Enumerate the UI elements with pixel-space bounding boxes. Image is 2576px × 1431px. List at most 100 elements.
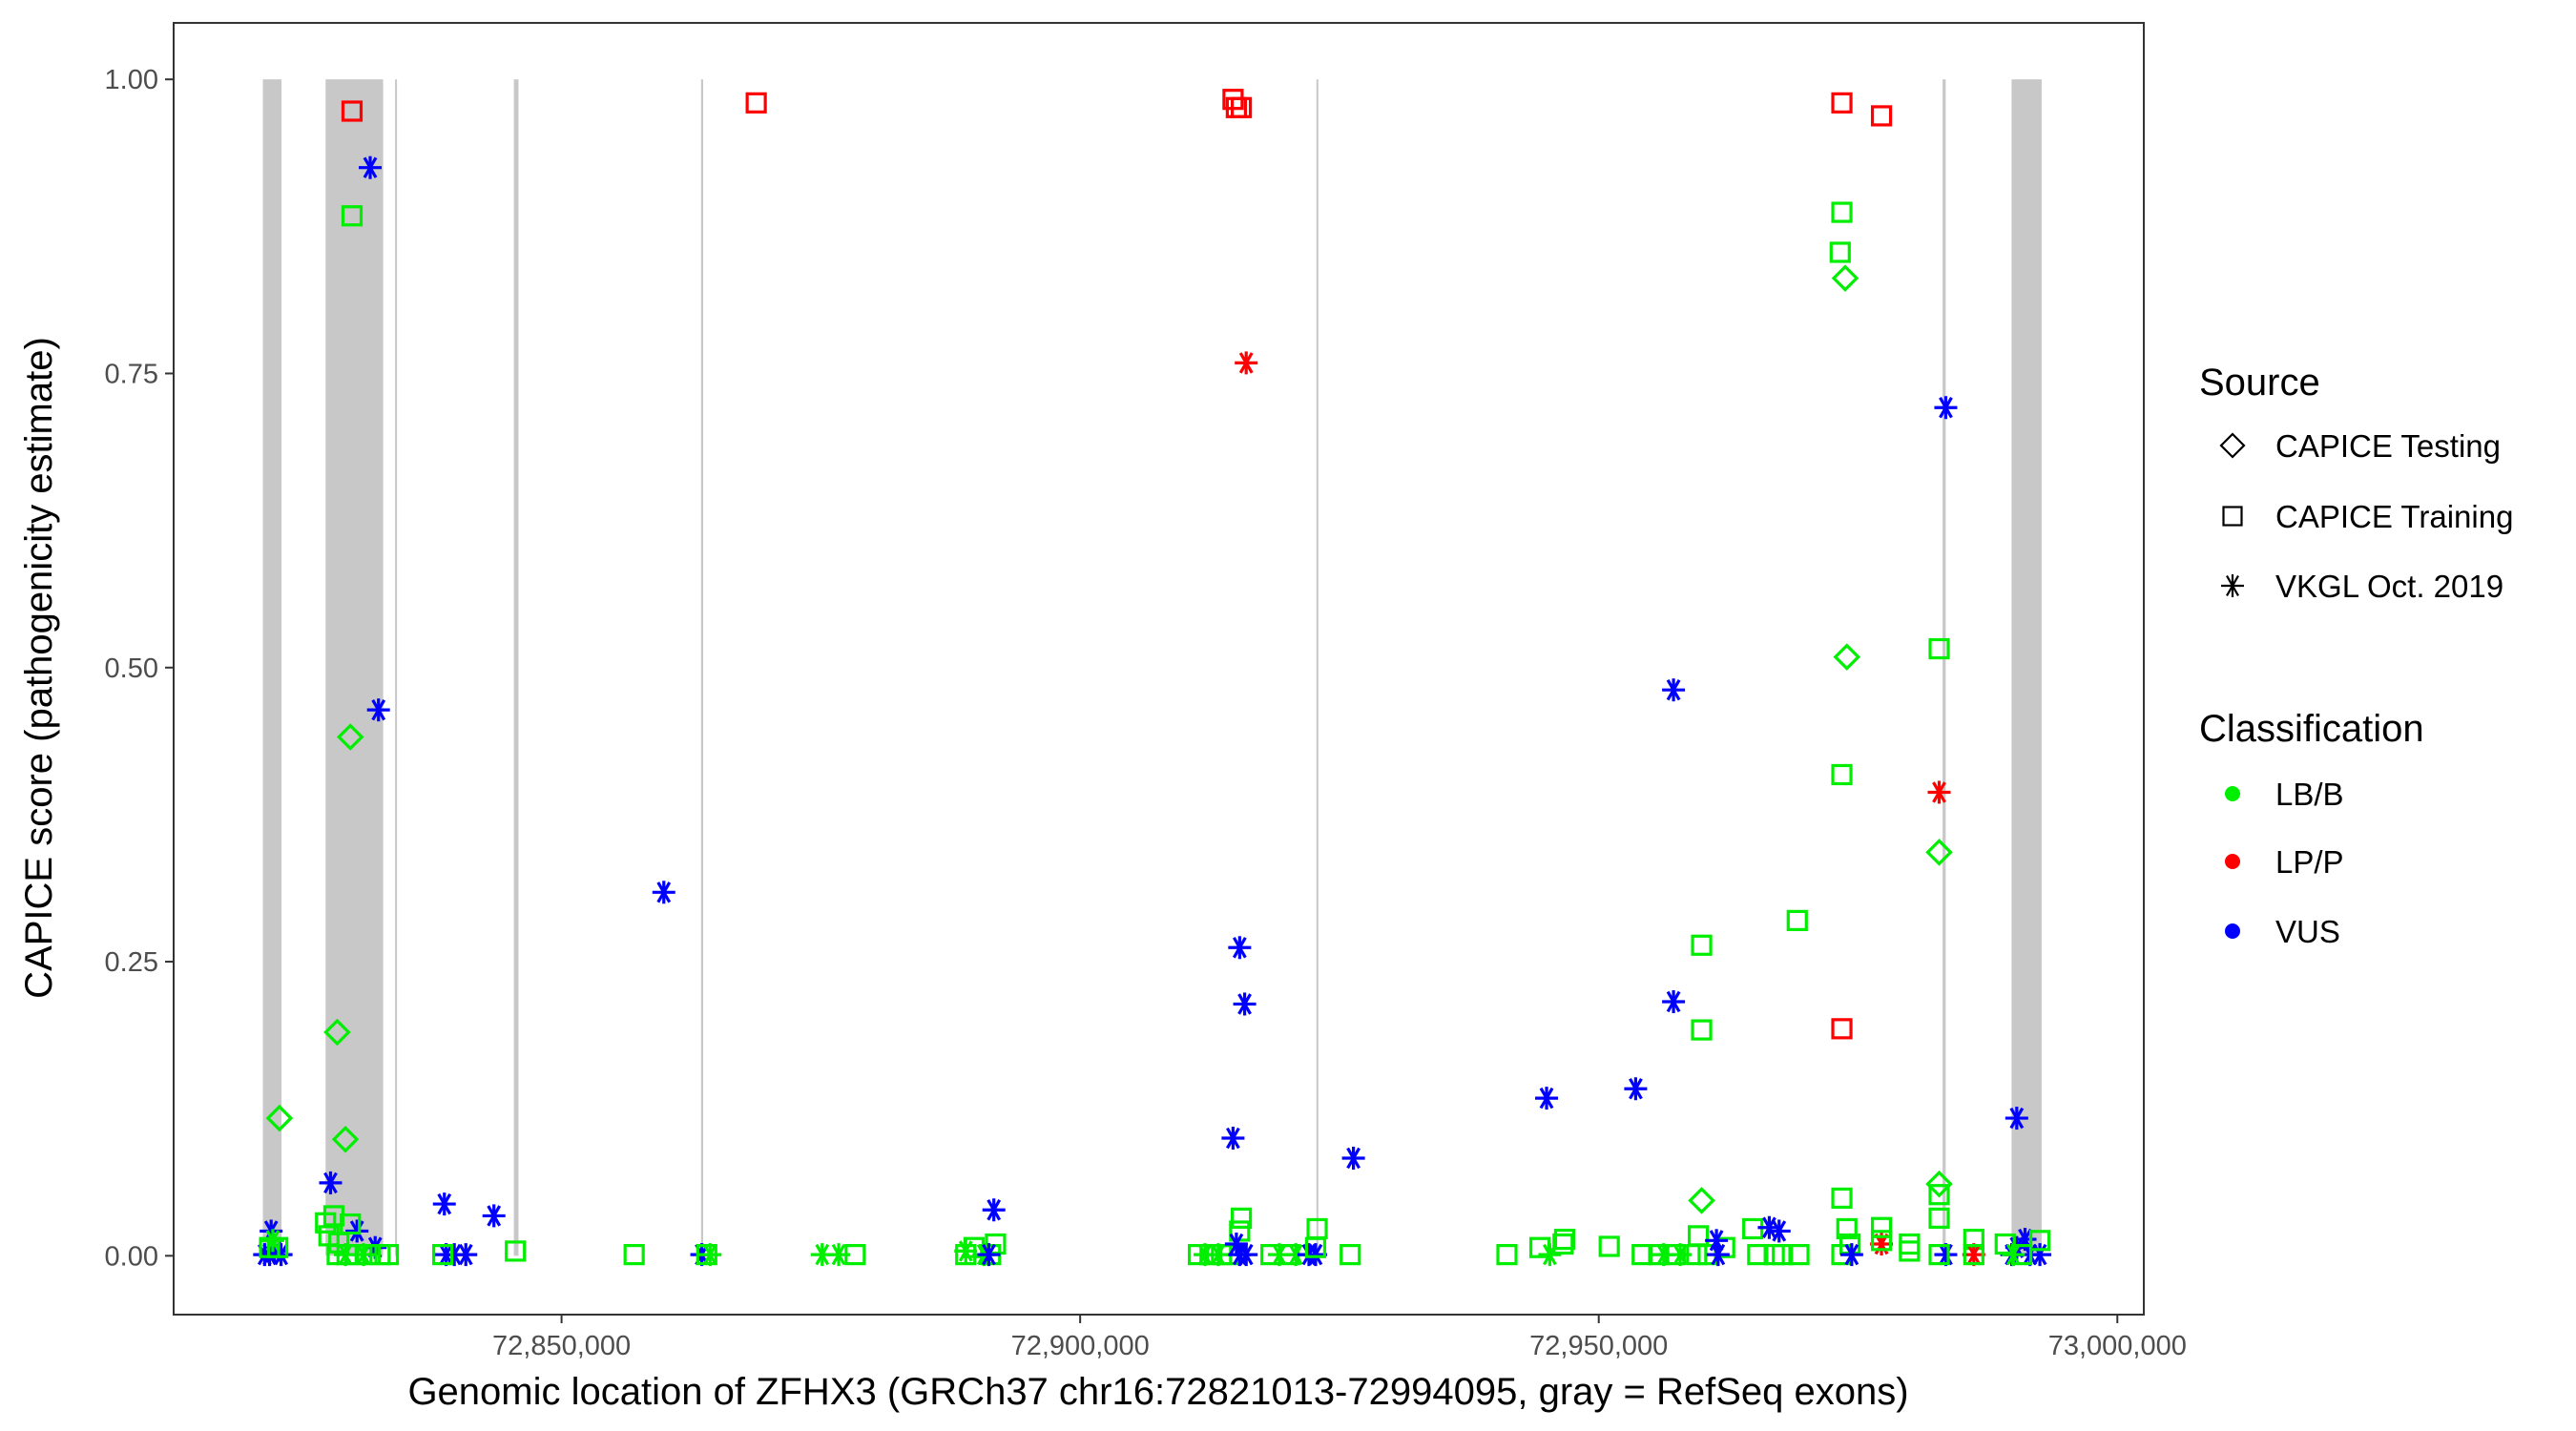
dot-icon bbox=[2225, 923, 2240, 939]
data-point bbox=[1688, 1187, 1715, 1214]
data-point bbox=[623, 1244, 645, 1266]
data-point bbox=[505, 1240, 527, 1262]
exon-band bbox=[395, 79, 398, 1256]
data-point bbox=[1552, 1233, 1574, 1255]
legend-item-source: VKGL Oct. 2019 bbox=[2221, 569, 2503, 604]
legend: Source Classification CAPICE Testing CAPI… bbox=[2199, 362, 2513, 949]
data-point bbox=[1788, 1244, 1810, 1266]
asterisk-icon bbox=[2221, 574, 2244, 597]
data-point bbox=[377, 1244, 400, 1266]
data-points bbox=[253, 89, 2052, 1267]
y-tick-label: 0.25 bbox=[105, 947, 158, 978]
legend-label: CAPICE Training bbox=[2275, 499, 2513, 534]
x-tick-label: 72,950,000 bbox=[1529, 1331, 1668, 1361]
x-tick-label: 72,850,000 bbox=[492, 1331, 631, 1361]
data-point bbox=[977, 1243, 1001, 1267]
data-point bbox=[1928, 1184, 1950, 1206]
data-point bbox=[341, 205, 364, 227]
data-point bbox=[2005, 1107, 2028, 1130]
data-point bbox=[482, 1204, 506, 1228]
data-point bbox=[1870, 105, 1893, 127]
data-point bbox=[2028, 1230, 2051, 1252]
legend-label: VKGL Oct. 2019 bbox=[2275, 569, 2503, 604]
data-point bbox=[1772, 1244, 1794, 1266]
data-point bbox=[844, 1244, 866, 1266]
data-point bbox=[260, 1229, 284, 1253]
data-point bbox=[1341, 1146, 1365, 1170]
legend-label: CAPICE Testing bbox=[2275, 428, 2501, 464]
data-point bbox=[1535, 1087, 1559, 1110]
data-point bbox=[331, 1125, 360, 1153]
data-point bbox=[745, 92, 767, 114]
data-point bbox=[1831, 201, 1853, 223]
data-point bbox=[432, 1192, 456, 1216]
data-point bbox=[1340, 1244, 1361, 1266]
data-point bbox=[1928, 637, 1950, 660]
x-axis-title: Genomic location of ZFHX3 (GRCh37 chr16:… bbox=[407, 1371, 1908, 1413]
data-point bbox=[982, 1198, 1006, 1222]
data-point bbox=[1662, 678, 1686, 702]
data-point bbox=[432, 1244, 454, 1266]
data-point bbox=[1230, 96, 1253, 118]
data-point bbox=[340, 1213, 362, 1235]
square-icon bbox=[2222, 506, 2243, 527]
legend-item-classification: LB/B bbox=[2225, 777, 2344, 812]
y-tick-label: 0.00 bbox=[105, 1241, 158, 1272]
data-point bbox=[1899, 1240, 1921, 1262]
exon-band bbox=[2011, 79, 2042, 1256]
data-point bbox=[1833, 643, 1861, 671]
data-point bbox=[1631, 1244, 1653, 1266]
data-point bbox=[1934, 396, 1958, 420]
legend-label: VUS bbox=[2275, 914, 2340, 949]
data-point bbox=[1662, 989, 1686, 1013]
data-point bbox=[1669, 1243, 1693, 1267]
data-point bbox=[1691, 934, 1713, 956]
data-point bbox=[1831, 1018, 1853, 1040]
data-point bbox=[1304, 1236, 1327, 1258]
y-tick-label: 0.50 bbox=[105, 653, 158, 684]
x-axis: 72,850,000 72,900,000 72,950,000 73,000,000 bbox=[492, 1315, 2187, 1361]
x-tick-label: 72,900,000 bbox=[1011, 1331, 1150, 1361]
data-point bbox=[1233, 992, 1257, 1016]
data-point bbox=[1624, 1077, 1648, 1101]
legend-title-classification: Classification bbox=[2199, 708, 2424, 750]
data-point bbox=[1829, 241, 1851, 263]
legend-item-source: CAPICE Training bbox=[2222, 499, 2513, 534]
data-point bbox=[1235, 1243, 1258, 1267]
data-point bbox=[1925, 839, 1953, 866]
data-point bbox=[323, 1018, 351, 1047]
y-tick-label: 1.00 bbox=[105, 65, 158, 95]
data-point bbox=[1691, 1019, 1713, 1041]
data-point bbox=[366, 698, 390, 722]
data-point bbox=[1706, 1243, 1730, 1267]
data-point bbox=[359, 156, 383, 179]
data-point bbox=[1221, 1127, 1245, 1151]
y-axis-title: CAPICE score (pathogenicity estimate) bbox=[18, 337, 60, 999]
exon-band bbox=[513, 79, 519, 1256]
data-point bbox=[1831, 1187, 1853, 1210]
data-point bbox=[1963, 1244, 1984, 1266]
data-point bbox=[954, 1239, 978, 1263]
legend-title-source: Source bbox=[2199, 362, 2320, 404]
data-point bbox=[1870, 1216, 1893, 1238]
data-point bbox=[336, 723, 364, 751]
data-point bbox=[1767, 1219, 1791, 1243]
exon-band bbox=[262, 79, 282, 1256]
data-point bbox=[1747, 1244, 1769, 1266]
data-point bbox=[454, 1243, 478, 1267]
data-point bbox=[319, 1171, 343, 1194]
data-point bbox=[2002, 1243, 2025, 1267]
plot-panel-border bbox=[173, 22, 2145, 1316]
legend-item-classification: LP/P bbox=[2225, 844, 2344, 880]
data-point bbox=[1553, 1228, 1576, 1251]
exon-bands bbox=[262, 79, 2042, 1256]
data-point bbox=[269, 1243, 293, 1267]
data-point bbox=[1831, 92, 1853, 114]
data-point bbox=[1928, 1207, 1950, 1229]
exon-band bbox=[325, 79, 384, 1256]
exon-band bbox=[1316, 79, 1319, 1256]
x-tick-label: 73,000,000 bbox=[2048, 1331, 2187, 1361]
data-point bbox=[1839, 1243, 1863, 1267]
data-point bbox=[1831, 763, 1853, 786]
